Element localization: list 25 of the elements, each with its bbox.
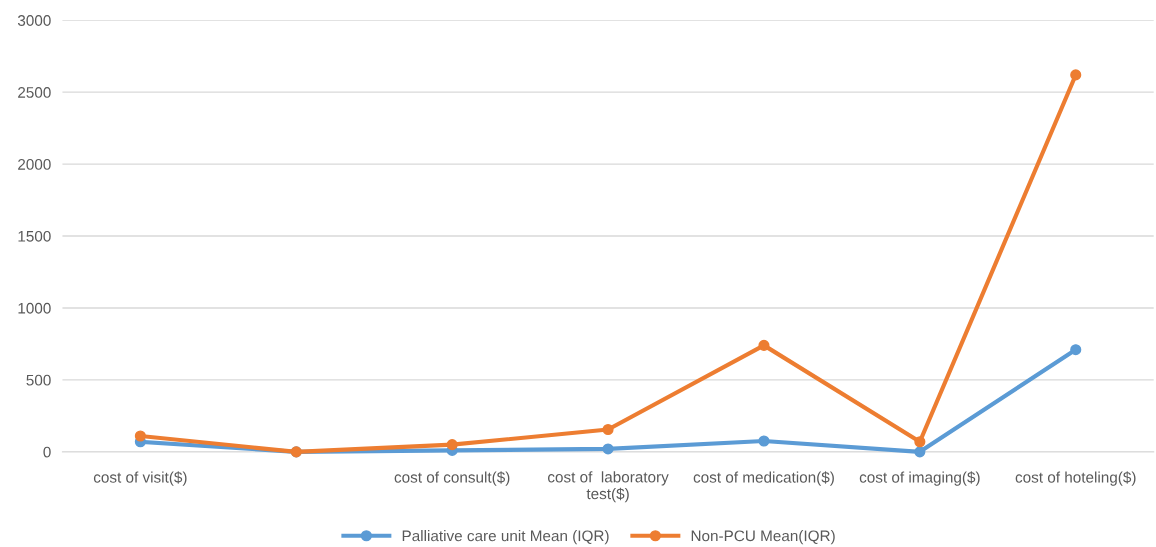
y-tick-label: 3000 (17, 15, 51, 26)
point (134, 430, 146, 442)
y-tick-label: 500 (26, 374, 51, 386)
x-tick-label: cost of consult($) (394, 471, 510, 486)
x-tick-label: cost of imaging($) (859, 471, 980, 486)
x-tick-label: cost of laboratory test($) (547, 471, 669, 503)
legend-label: Palliative care unit Mean (IQR) (402, 530, 609, 545)
point (446, 439, 458, 451)
y-tick-label: 0 (43, 446, 51, 458)
point (758, 435, 770, 447)
point (1070, 69, 1082, 81)
x-tick-label: cost of medication($) (693, 471, 834, 486)
y-tick-label: 2000 (18, 158, 51, 170)
point (914, 436, 926, 448)
point (914, 446, 926, 458)
y-tick-label: 1500 (18, 230, 51, 242)
point (602, 423, 614, 436)
x-tick-label: cost of visit($) (93, 471, 187, 486)
y-tick-label: 2500 (18, 87, 51, 98)
point (758, 339, 770, 351)
x-tick-label: cost of hoteling($) (1015, 471, 1136, 486)
point (602, 443, 614, 455)
point (1070, 344, 1082, 356)
legend-label: Non-PCU Mean(IQR) (691, 530, 835, 545)
y-tick-label: 1000 (18, 302, 51, 314)
